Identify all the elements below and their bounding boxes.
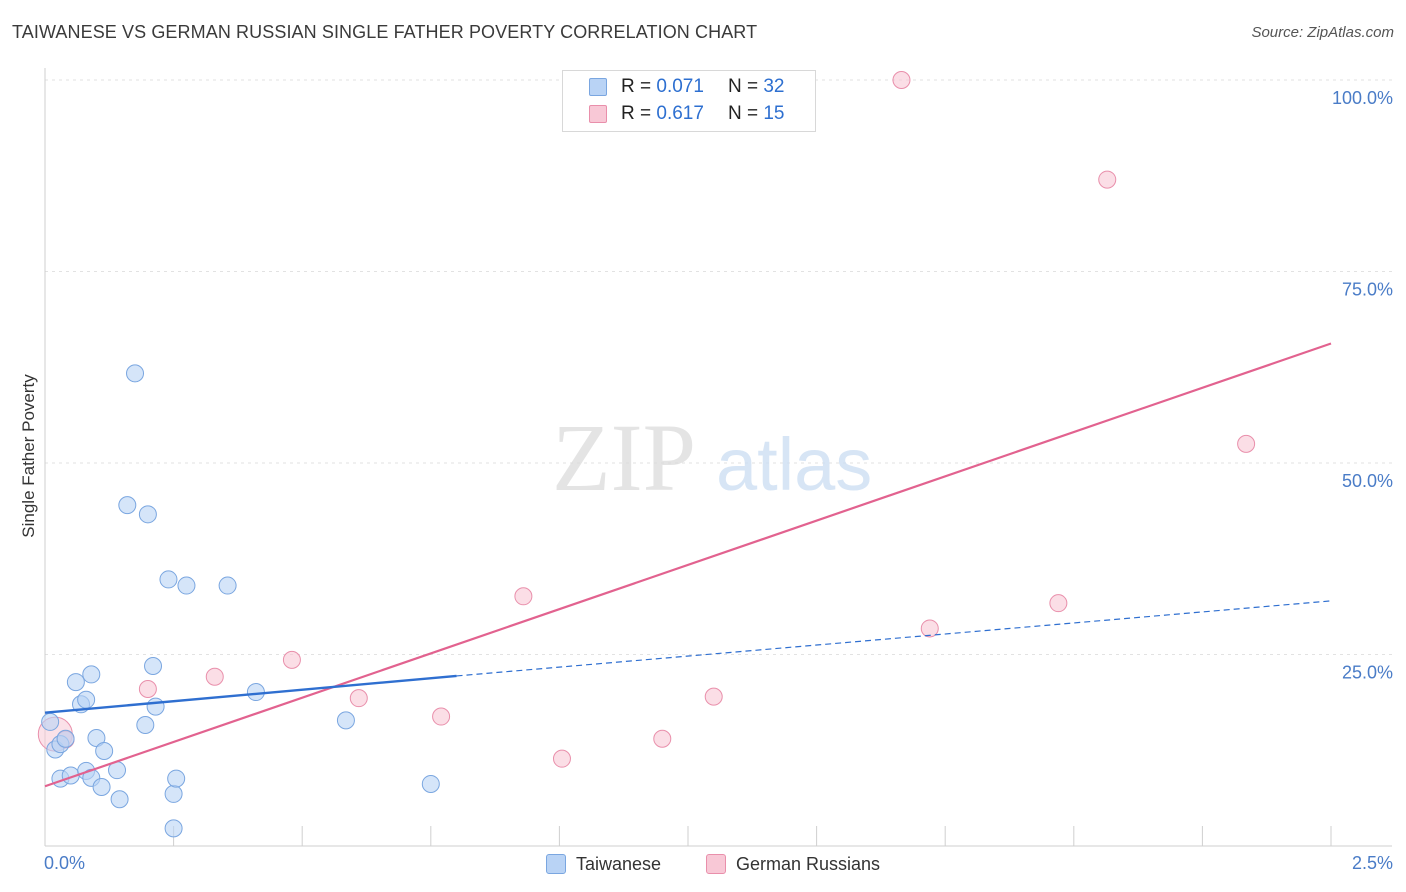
data-point-taiwanese [159,570,178,589]
legend-n-label: N = [727,76,759,97]
data-point-taiwanese [177,576,196,595]
data-point-taiwanese [146,697,165,716]
legend-n-value: 32 [763,76,785,97]
legend-n-label: N = [727,103,759,124]
watermark-zip: ZIP [552,404,696,511]
x-tick-label: 2.5% [1352,853,1393,873]
data-point-german-russians [920,619,939,638]
legend-label-german-russians: German Russians [736,853,881,874]
data-point-german-russians [349,689,368,708]
watermark-atlas: atlas [716,423,872,506]
y-tick-label: 75.0% [1342,280,1393,300]
data-point-german-russians [432,707,451,726]
data-point-german-russians [205,667,224,686]
data-point-taiwanese [218,576,237,595]
legend-r-label: R = [621,76,652,97]
legend-swatch-pink [706,854,726,874]
trend-lines [44,342,1332,788]
y-tick-label: 100.0% [1332,88,1393,108]
chart-title: TAIWANESE VS GERMAN RUSSIAN SINGLE FATHE… [12,22,758,42]
data-point-taiwanese [82,665,101,684]
legend-item-german-russians: German Russians [706,852,880,876]
legend-swatch-blue [589,78,607,96]
data-point-taiwanese [95,742,114,761]
watermark: ZIP atlas [552,404,872,511]
y-tick-label: 25.0% [1342,663,1393,683]
data-point-german-russians [892,71,911,89]
german-russians-series [37,71,1256,768]
data-point-taiwanese [66,673,85,692]
data-point-taiwanese [77,690,96,709]
data-point-taiwanese [167,769,186,788]
data-point-german-russians [1237,434,1256,453]
y-axis-label: Single Father Poverty [19,374,38,538]
legend-r-label: R = [621,103,652,124]
legend-swatch-pink [589,105,607,123]
data-point-german-russians [653,729,672,748]
data-point-taiwanese [164,784,183,803]
trend-line-german-russians [44,342,1332,788]
data-point-german-russians [282,650,301,669]
data-point-taiwanese [126,364,145,383]
data-point-german-russians [514,587,533,606]
legend-row-taiwanese: R = 0.071 N = 32 [589,75,784,99]
data-point-taiwanese [336,711,355,730]
tick-labels: 25.0% 50.0% 75.0% 100.0% 0.0% 2.5% [44,88,1393,873]
data-point-taiwanese [246,683,265,702]
data-point-taiwanese [41,712,60,731]
correlation-legend: R = 0.071 N = 32 R = 0.617 N = 15 [562,70,816,132]
data-point-german-russians [1049,594,1068,613]
data-point-taiwanese [136,715,155,734]
taiwanese-series [41,364,440,838]
legend-swatch-blue [546,854,566,874]
x-tick-label: 0.0% [44,853,85,873]
legend-r-value: 0.617 [656,103,704,124]
data-point-taiwanese [164,819,183,838]
data-point-taiwanese [56,729,75,748]
data-point-taiwanese [421,774,440,793]
data-point-taiwanese [138,505,157,524]
data-point-german-russians [138,679,157,698]
y-tick-label: 50.0% [1342,471,1393,491]
trend-line-taiwanese-extension [456,600,1332,677]
legend-row-german-russians: R = 0.617 N = 15 [589,102,784,126]
legend-n-value: 15 [763,103,785,124]
data-point-taiwanese [118,496,137,515]
legend-item-taiwanese: Taiwanese [546,852,661,876]
gridlines [45,79,1392,846]
data-point-taiwanese [92,778,111,797]
legend-label-taiwanese: Taiwanese [576,853,662,874]
data-point-taiwanese [110,790,129,809]
source-credit: Source: ZipAtlas.com [1251,24,1394,41]
data-point-german-russians [704,687,723,706]
data-point-taiwanese [144,656,163,675]
trend-line-taiwanese [44,674,457,714]
legend-r-value: 0.071 [656,76,704,97]
data-point-german-russians [552,749,571,768]
data-point-german-russians [1098,170,1117,189]
